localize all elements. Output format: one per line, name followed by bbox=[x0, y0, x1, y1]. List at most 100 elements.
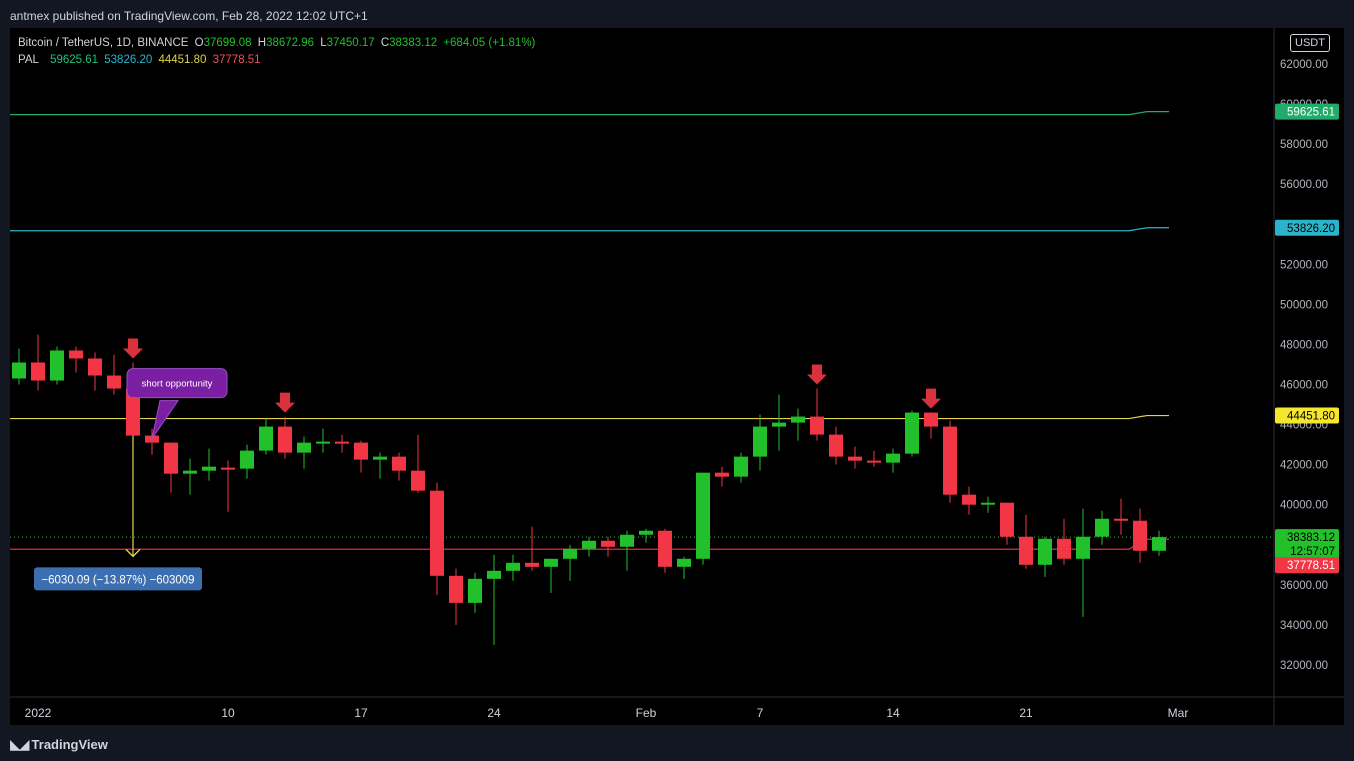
candle-2022-01-15 bbox=[316, 428, 330, 453]
candle-2022-01-21 bbox=[430, 482, 444, 595]
candle-2022-02-24 bbox=[1076, 508, 1090, 617]
current-price-badge-box bbox=[1275, 529, 1339, 560]
candle-2022-02-14 bbox=[886, 448, 900, 473]
candle-2022-01-13 bbox=[278, 416, 292, 459]
candle-body bbox=[1152, 537, 1166, 551]
candle-2022-01-24 bbox=[487, 554, 501, 645]
candle-2022-01-07 bbox=[164, 442, 178, 493]
candle-body bbox=[639, 530, 653, 535]
currency-badge[interactable]: USDT bbox=[1290, 34, 1330, 52]
time-axis[interactable]: 2022 10 17 24 Feb 7 14 21 Mar bbox=[25, 706, 1189, 720]
candle-body bbox=[392, 456, 406, 471]
candle-body bbox=[31, 362, 45, 381]
candle-2022-02-19 bbox=[981, 496, 995, 513]
pal-line-2 bbox=[10, 227, 1169, 232]
footer: ◣◢ TradingView bbox=[0, 726, 1354, 761]
candle-body bbox=[734, 456, 748, 477]
symbol-title: Bitcoin / TetherUS, 1D, BINANCE bbox=[18, 37, 189, 49]
candle-body bbox=[278, 426, 292, 453]
candle-body bbox=[1095, 518, 1109, 537]
candle-2022-02-17 bbox=[943, 420, 957, 503]
candle-2022-01-12 bbox=[259, 418, 273, 455]
price-tick-label: 50000.00 bbox=[1280, 299, 1328, 311]
annotation-text: short opportunity bbox=[142, 379, 213, 390]
candlestick-series bbox=[12, 334, 1166, 645]
price-tick-label: 42000.00 bbox=[1280, 460, 1328, 472]
price-tick-label: 58000.00 bbox=[1280, 139, 1328, 151]
candle-2022-02-21 bbox=[1019, 514, 1033, 569]
candle-body bbox=[1000, 502, 1014, 537]
measure-label-box bbox=[34, 567, 202, 591]
signal-arrows bbox=[123, 338, 941, 413]
ohlc-open: O37699.08 bbox=[194, 37, 252, 49]
time-tick-label: 17 bbox=[354, 706, 368, 720]
candle-body bbox=[430, 490, 444, 576]
candle-body bbox=[582, 540, 596, 549]
candle-2022-02-03 bbox=[677, 556, 691, 579]
price-chart[interactable]: −6030.09 (−13.87%) −603009 short opportu… bbox=[10, 28, 1344, 725]
pal-badge-1-box bbox=[1275, 103, 1339, 120]
candle-2022-01-06 bbox=[145, 428, 159, 455]
candle-2022-02-26 bbox=[1114, 498, 1128, 535]
symbol-legend[interactable]: Bitcoin / TetherUS, 1D, BINANCE O37699.0… bbox=[18, 37, 538, 49]
pal-value-3: 44451.80 bbox=[158, 54, 207, 66]
candle-2022-02-06 bbox=[734, 452, 748, 483]
candle-body bbox=[943, 426, 957, 495]
candle-body bbox=[563, 548, 577, 559]
candle-2022-02-22 bbox=[1038, 536, 1052, 577]
candle-body bbox=[411, 470, 425, 491]
price-tick-label: 56000.00 bbox=[1280, 179, 1328, 191]
candle-body bbox=[468, 578, 482, 603]
candle-body bbox=[1076, 536, 1090, 559]
price-range-measure[interactable]: −6030.09 (−13.87%) −603009 bbox=[34, 435, 202, 591]
candle-2022-01-01 bbox=[50, 346, 64, 385]
candle-2022-01-30 bbox=[601, 536, 615, 557]
candle-body bbox=[1133, 520, 1147, 551]
price-tick-label: 62000.00 bbox=[1280, 59, 1328, 71]
time-tick-label: 21 bbox=[1019, 706, 1033, 720]
candle-2022-01-11 bbox=[240, 444, 254, 479]
chart-area[interactable]: −6030.09 (−13.87%) −603009 short opportu… bbox=[10, 28, 1344, 725]
price-axis[interactable]: 32000.0034000.0036000.0038000.0040000.00… bbox=[1280, 59, 1328, 672]
sell-signal-arrow-icon bbox=[921, 388, 941, 409]
candle-body bbox=[202, 466, 216, 471]
current-price-badge: 38383.12 12:57:07 bbox=[1275, 529, 1339, 560]
pal-badge-4-text: 37778.51 bbox=[1287, 560, 1335, 572]
indicator-legend[interactable]: PAL 59625.61 53826.20 44451.80 37778.51 bbox=[18, 54, 264, 66]
candle-2022-01-25 bbox=[506, 554, 520, 581]
candle-body bbox=[791, 416, 805, 423]
pal-indicator-lines bbox=[10, 111, 1169, 550]
price-tick-label: 40000.00 bbox=[1280, 500, 1328, 512]
time-tick-label: 7 bbox=[757, 706, 764, 720]
candle-2022-02-07 bbox=[753, 414, 767, 471]
time-tick-label: 10 bbox=[221, 706, 235, 720]
current-price-badge-text: 38383.12 bbox=[1287, 532, 1335, 544]
candle-2022-01-31 bbox=[620, 530, 634, 571]
candle-body bbox=[354, 442, 368, 460]
price-tick-label: 34000.00 bbox=[1280, 620, 1328, 632]
candle-2022-01-28 bbox=[563, 544, 577, 581]
tradingview-logo[interactable]: ◣◢ TradingView bbox=[10, 736, 108, 753]
sell-signal-arrow-icon bbox=[275, 392, 295, 413]
candle-body bbox=[335, 441, 349, 444]
price-tick-label: 32000.00 bbox=[1280, 660, 1328, 672]
candle-body bbox=[981, 502, 995, 505]
pal-badge-2-box bbox=[1275, 219, 1339, 236]
candle-body bbox=[12, 362, 26, 379]
pal-value-2: 53826.20 bbox=[104, 54, 153, 66]
candle-2021-12-31 bbox=[31, 334, 45, 391]
candle-2022-01-27 bbox=[544, 558, 558, 593]
candle-2022-01-03 bbox=[88, 352, 102, 391]
annotation-callout[interactable]: short opportunity bbox=[126, 368, 228, 439]
time-tick-label: Feb bbox=[636, 706, 657, 720]
price-tick-label: 52000.00 bbox=[1280, 259, 1328, 271]
candle-body bbox=[810, 416, 824, 435]
price-axis-badges: 59625.61 53826.20 44451.80 38383.12 12:57:07… bbox=[1275, 103, 1339, 574]
ohlc-close: C38383.12 bbox=[380, 37, 438, 49]
candle-body bbox=[620, 534, 634, 547]
time-tick-label: 24 bbox=[487, 706, 501, 720]
candle-body bbox=[601, 540, 615, 547]
candle-body bbox=[69, 350, 83, 359]
candle-2022-02-15 bbox=[905, 410, 919, 457]
candle-2021-12-30 bbox=[12, 348, 26, 385]
